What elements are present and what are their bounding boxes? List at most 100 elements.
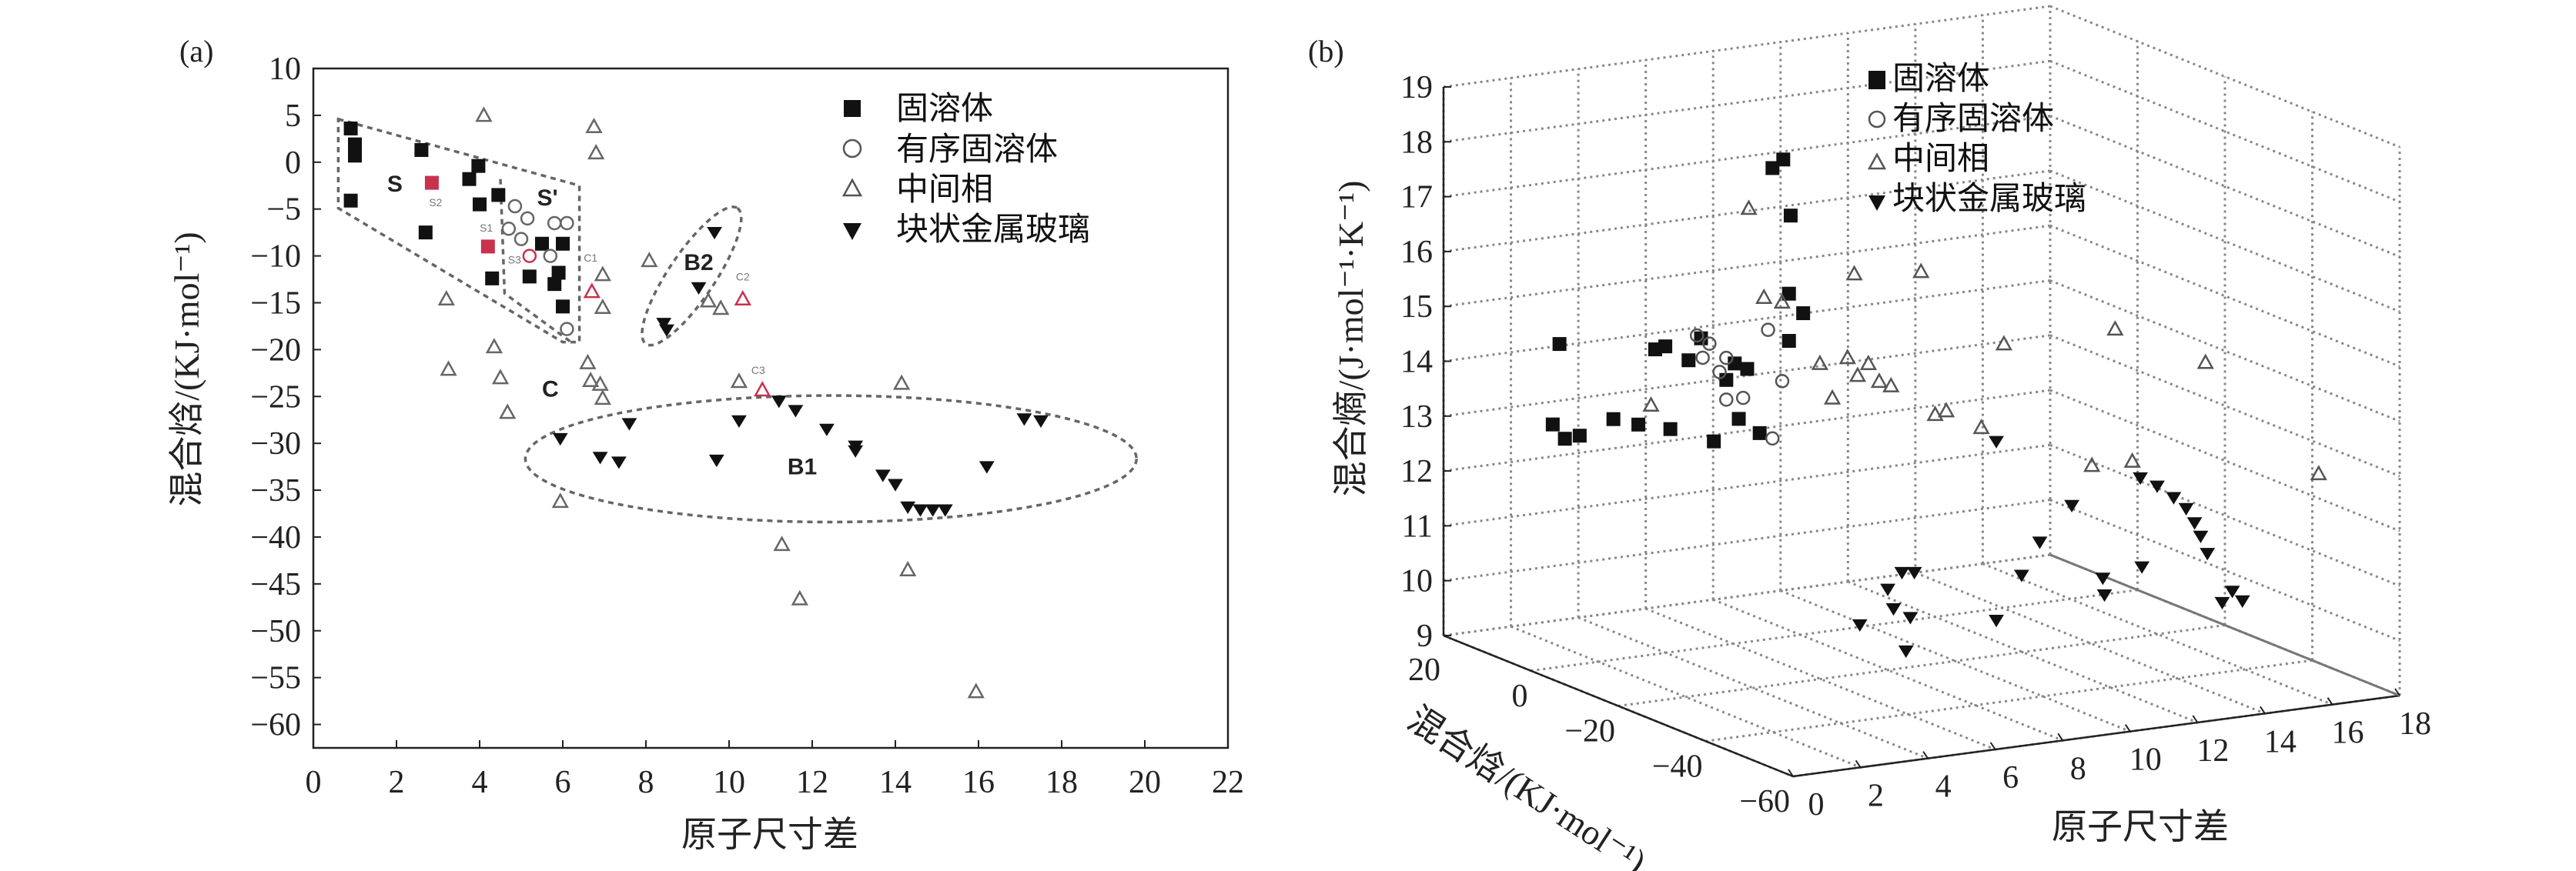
x-tick-mark <box>1788 769 1794 777</box>
panel-a-legend: 固溶体 有序固溶体 中间相 块状金属玻璃 <box>841 91 1090 248</box>
x-tick-mark <box>2057 733 2064 741</box>
x-axis-line <box>1792 694 2400 778</box>
panel-b-point-series-2 <box>1870 372 1889 389</box>
panel-b-point-series-1 <box>1702 336 1717 351</box>
panel-a-point-series-2 <box>491 369 510 385</box>
panel-a-point-series-2 <box>585 117 603 133</box>
panel-a-point-series-2 <box>499 403 517 419</box>
panel-b-y-axis-title: 混合焓/(KJ·mol⁻¹) <box>1401 699 1654 871</box>
panel-b-grid <box>1442 5 2401 778</box>
panel-a-point-series-2 <box>485 338 503 354</box>
side-wall-gridline <box>2049 5 2400 149</box>
point-label: S2 <box>429 196 442 209</box>
panel-b-point-series-2 <box>1859 354 1878 370</box>
panel-b-point-series-1 <box>1761 322 1775 337</box>
panel-a-point-series-3 <box>592 452 608 465</box>
panel-b-point-series-2 <box>2083 456 2101 472</box>
panel-b-point-series-0 <box>1796 306 1811 321</box>
panel-a-point-series-2 <box>587 144 605 160</box>
panel-a-point-series-2 <box>594 389 611 405</box>
panel-a-points <box>343 106 1049 699</box>
floor-gridline <box>1915 571 2266 715</box>
panel-b-point-series-0 <box>1781 286 1796 301</box>
y-tick-label: 5 <box>285 98 301 134</box>
floor-gridline <box>1780 589 2131 733</box>
panel-b-point-series-2 <box>1740 199 1758 215</box>
panel-a-point-series-3 <box>659 324 674 337</box>
panel-b-point-series-2 <box>2310 465 2327 481</box>
floor-gridline <box>1982 562 2333 706</box>
panel-b-point-series-2 <box>1848 366 1867 382</box>
x-tick-label: 6 <box>2002 760 2019 796</box>
region-label: S' <box>537 185 557 211</box>
panel-b-point-series-0 <box>1658 339 1673 354</box>
x-tick-label: 16 <box>2331 716 2364 751</box>
panel-a-point-series-3 <box>900 501 916 514</box>
legend-marker-intermediate-phase <box>841 178 863 197</box>
panel-a-label: (a) <box>179 34 213 68</box>
panel-a-point-series-0 <box>556 299 570 314</box>
y-tick-label: −25 <box>250 379 301 415</box>
region-b2-outline <box>641 205 743 347</box>
side-wall-gridline <box>2049 115 2400 258</box>
x-tick-label: 8 <box>638 765 654 800</box>
x-tick-mark <box>1922 751 1929 759</box>
panel-a-point-series-1 <box>560 322 574 336</box>
panel-a-point-series-2 <box>594 298 611 315</box>
region-label: B2 <box>684 250 713 275</box>
panel-b-point-series-0 <box>1781 334 1796 349</box>
panel-b-point-series-1 <box>1719 350 1734 365</box>
panel-a-point-series-0 <box>348 149 362 163</box>
panel-a-region-outlines <box>336 117 1138 524</box>
panel-b-point-series-0 <box>1765 161 1780 175</box>
side-wall-gridline <box>2049 59 2400 203</box>
panel-a-point-series-2 <box>591 375 609 391</box>
panel-a-point-series-2 <box>730 372 748 389</box>
panel-b-point-series-3 <box>2064 499 2079 512</box>
y-tick-label: 0 <box>1512 679 1528 714</box>
panel-b-point-series-3 <box>1894 566 1910 580</box>
panel-a-point-series-0 <box>480 239 495 254</box>
panel-a-point-series-3 <box>1016 413 1032 426</box>
floor-gridline <box>1712 598 2063 742</box>
side-wall-gridline <box>2049 444 2400 587</box>
z-tick-label: 9 <box>1417 619 1433 654</box>
panel-a-scatter: (a) 0 2 4 6 8 10 12 14 16 18 20 22 10 5 0 −5 −10 −15 −20 −2… <box>167 34 1244 854</box>
floor-gridline <box>1510 625 1862 769</box>
panel-b-point-series-3 <box>2178 502 2194 516</box>
panel-a-point-series-1 <box>501 222 517 236</box>
region-s-prime-outline <box>499 179 572 344</box>
panel-a-point-series-3 <box>708 454 724 468</box>
back-wall-gridline <box>1443 553 2051 637</box>
z-tick-label: 10 <box>1400 564 1433 599</box>
x-tick-label: 2 <box>389 765 405 800</box>
panel-a-point-series-2 <box>579 353 597 369</box>
x-tick-mark <box>2192 715 2199 723</box>
x-tick-label: 2 <box>1868 778 1884 813</box>
panel-a-point-series-0 <box>547 277 562 292</box>
legend-label-bulk-metallic-glass: 块状金属玻璃 <box>1892 181 2086 217</box>
panel-b-point-series-3 <box>2193 530 2209 543</box>
panel-b-point-series-0 <box>1740 362 1755 376</box>
panel-b-point-series-3 <box>2013 569 2029 582</box>
x-tick-label: 10 <box>713 765 745 800</box>
panel-b-point-series-0 <box>1606 412 1621 426</box>
panel-b-label: (b) <box>1308 34 1344 68</box>
panel-b-point-series-2 <box>2123 452 2141 468</box>
panel-a-point-series-3 <box>848 445 864 458</box>
panel-b-point-series-3 <box>2149 480 2165 493</box>
panel-b-3d-scatter: (b) 9 10 11 12 13 14 15 16 17 18 19 20 0 −20 −40 −60 0 2 4… <box>1308 5 2431 871</box>
x-tick-label: 0 <box>1808 787 1825 823</box>
z-tick-label: 12 <box>1400 454 1433 489</box>
legend-marker-ordered-solid-solution <box>842 138 862 159</box>
panel-b-point-series-3 <box>1852 619 1868 632</box>
panel-b-z-axis-title: 混合熵/(J·mol⁻¹·K⁻¹) <box>1331 181 1370 497</box>
x-tick-label: 4 <box>1935 769 1952 805</box>
floor-gridline <box>1443 553 2051 637</box>
panel-a-point-series-3 <box>707 226 722 240</box>
x-tick-mark <box>2327 697 2333 706</box>
x-tick-label: 18 <box>1045 765 1078 800</box>
floor-gridline <box>1705 659 2313 743</box>
y-tick-label: −35 <box>250 473 301 509</box>
x-tick-mark <box>1855 759 1862 768</box>
